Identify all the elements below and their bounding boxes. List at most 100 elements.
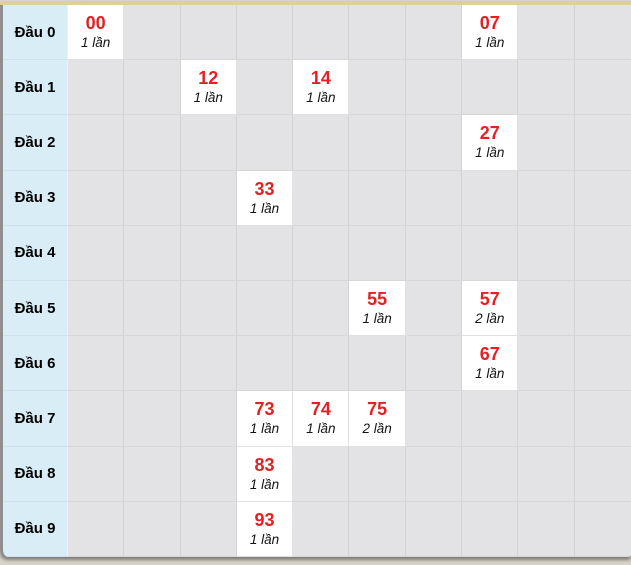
empty-cell bbox=[574, 60, 631, 116]
empty-cell bbox=[518, 281, 575, 337]
empty-cell bbox=[574, 391, 631, 447]
number-value: 33 bbox=[254, 178, 275, 199]
number-value: 27 bbox=[479, 123, 500, 144]
empty-cell bbox=[574, 170, 631, 226]
number-cell: 14 1 lần bbox=[293, 60, 350, 116]
row-header: Đầu 9 bbox=[3, 501, 68, 557]
empty-cell bbox=[349, 446, 406, 502]
empty-cell bbox=[349, 60, 406, 116]
number-value: 73 bbox=[254, 399, 275, 420]
table-row: Đầu 1 12 1 lần 14 1 lần bbox=[3, 60, 631, 116]
row-header: Đầu 3 bbox=[3, 170, 68, 226]
empty-cell bbox=[405, 115, 463, 171]
empty-cell bbox=[462, 446, 519, 502]
head-frequency-table: Đầu 0 00 1 lần 07 1 lần Đầu 1 12 1 lần 14 1 lần Đầ… bbox=[0, 5, 631, 557]
empty-cell bbox=[68, 446, 125, 502]
empty-cell bbox=[405, 60, 463, 116]
occurrence-count: 1 lần bbox=[306, 421, 336, 437]
empty-cell bbox=[293, 281, 350, 337]
empty-cell bbox=[349, 336, 406, 392]
occurrence-count: 1 lần bbox=[249, 476, 280, 492]
empty-cell bbox=[518, 170, 575, 226]
empty-cell bbox=[180, 336, 237, 392]
row-header: Đầu 1 bbox=[3, 60, 68, 116]
empty-cell bbox=[518, 225, 575, 281]
row-header: Đầu 8 bbox=[3, 446, 68, 502]
empty-cell bbox=[574, 336, 631, 392]
table-row: Đầu 3 33 1 lần bbox=[3, 170, 631, 226]
empty-cell bbox=[405, 501, 463, 557]
empty-cell bbox=[405, 446, 463, 502]
row-header: Đầu 2 bbox=[3, 115, 68, 171]
empty-cell bbox=[574, 5, 631, 61]
number-value: 14 bbox=[310, 68, 331, 89]
number-value: 55 bbox=[367, 289, 388, 310]
empty-cell bbox=[518, 5, 575, 61]
top-accent-bar bbox=[0, 1, 631, 5]
empty-cell bbox=[180, 501, 237, 557]
empty-cell bbox=[236, 281, 294, 337]
table-row: Đầu 6 67 1 lần bbox=[3, 336, 631, 392]
empty-cell bbox=[405, 281, 463, 337]
empty-cell bbox=[124, 446, 181, 502]
empty-cell bbox=[68, 115, 125, 171]
empty-cell bbox=[405, 225, 463, 281]
empty-cell bbox=[349, 115, 406, 171]
number-cell: 83 1 lần bbox=[236, 446, 294, 502]
empty-cell bbox=[293, 446, 350, 502]
number-value: 00 bbox=[85, 13, 106, 34]
empty-cell bbox=[68, 170, 125, 226]
empty-cell bbox=[462, 60, 519, 116]
empty-cell bbox=[293, 5, 350, 61]
empty-cell bbox=[405, 5, 463, 61]
table-row: Đầu 8 83 1 lần bbox=[3, 446, 631, 502]
empty-cell bbox=[180, 391, 237, 447]
occurrence-count: 1 lần bbox=[475, 145, 505, 161]
empty-cell bbox=[124, 115, 181, 171]
occurrence-count: 1 lần bbox=[249, 531, 280, 547]
empty-cell bbox=[405, 170, 463, 226]
empty-cell bbox=[68, 225, 125, 281]
empty-cell bbox=[124, 5, 181, 61]
number-value: 12 bbox=[198, 68, 219, 89]
empty-cell bbox=[405, 336, 463, 392]
row-header: Đầu 7 bbox=[3, 391, 68, 447]
number-cell: 27 1 lần bbox=[462, 115, 519, 171]
empty-cell bbox=[293, 170, 350, 226]
number-cell: 33 1 lần bbox=[236, 170, 294, 226]
table-row: Đầu 4 bbox=[3, 225, 631, 281]
number-value: 57 bbox=[479, 289, 500, 310]
number-value: 67 bbox=[479, 344, 500, 365]
occurrence-count: 2 lần bbox=[362, 421, 392, 437]
empty-cell bbox=[293, 501, 350, 557]
empty-cell bbox=[236, 60, 294, 116]
empty-cell bbox=[236, 115, 294, 171]
occurrence-count: 1 lần bbox=[475, 35, 505, 51]
number-cell: 55 1 lần bbox=[349, 281, 406, 337]
empty-cell bbox=[124, 501, 181, 557]
empty-cell bbox=[518, 336, 575, 392]
empty-cell bbox=[180, 446, 237, 502]
empty-cell bbox=[124, 281, 181, 337]
empty-cell bbox=[518, 115, 575, 171]
empty-cell bbox=[349, 501, 406, 557]
empty-cell bbox=[462, 391, 519, 447]
number-cell: 74 1 lần bbox=[293, 391, 350, 447]
number-cell: 12 1 lần bbox=[180, 60, 237, 116]
number-cell: 00 1 lần bbox=[68, 5, 125, 61]
table-row: Đầu 0 00 1 lần 07 1 lần bbox=[3, 5, 631, 61]
table-row: Đầu 7 73 1 lần 74 1 lần 75 2 lần bbox=[3, 391, 631, 447]
empty-cell bbox=[349, 225, 406, 281]
table-row: Đầu 5 55 1 lần 57 2 lần bbox=[3, 281, 631, 337]
empty-cell bbox=[68, 336, 125, 392]
row-header: Đầu 4 bbox=[3, 225, 68, 281]
empty-cell bbox=[293, 225, 350, 281]
empty-cell bbox=[236, 5, 294, 61]
number-cell: 67 1 lần bbox=[462, 336, 519, 392]
number-value: 74 bbox=[310, 399, 331, 420]
number-value: 07 bbox=[479, 13, 500, 34]
table-row: Đầu 2 27 1 lần bbox=[3, 115, 631, 171]
number-cell: 07 1 lần bbox=[462, 5, 519, 61]
empty-cell bbox=[180, 225, 237, 281]
